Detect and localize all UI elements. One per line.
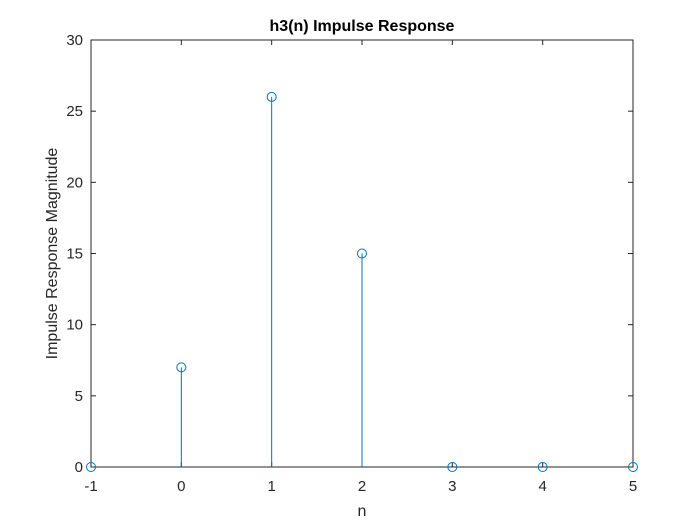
y-axis-label: Impulse Response Magnitude bbox=[44, 148, 61, 360]
chart-title: h3(n) Impulse Response bbox=[270, 18, 455, 35]
stem-marker bbox=[176, 362, 187, 373]
stem-point bbox=[86, 462, 96, 472]
x-tick-label: 4 bbox=[538, 478, 546, 495]
stem-series bbox=[86, 91, 638, 472]
stem-marker bbox=[447, 462, 458, 472]
stem-point bbox=[628, 462, 638, 472]
stem-point bbox=[266, 91, 277, 467]
x-tick-label: 1 bbox=[267, 478, 275, 495]
y-tick-label: 0 bbox=[75, 459, 83, 476]
y-tick-label: 15 bbox=[66, 246, 83, 263]
x-tick-label: 0 bbox=[177, 478, 185, 495]
y-tick-label: 10 bbox=[66, 317, 83, 334]
x-axis-label: n bbox=[358, 503, 367, 520]
y-tick-label: 30 bbox=[66, 32, 83, 49]
stem-point bbox=[447, 462, 458, 472]
y-tick-label: 5 bbox=[75, 388, 83, 405]
stem-marker bbox=[537, 462, 548, 472]
x-tick-label: 5 bbox=[629, 478, 637, 495]
stem-point bbox=[357, 248, 367, 467]
y-tick-label: 25 bbox=[66, 103, 83, 120]
x-tick-label: -1 bbox=[84, 478, 97, 495]
stem-marker bbox=[357, 248, 367, 259]
x-tick-label: 2 bbox=[358, 478, 366, 495]
stem-marker bbox=[266, 91, 277, 102]
stem-point bbox=[176, 362, 187, 467]
stem-marker bbox=[628, 462, 638, 472]
x-tick-label: 3 bbox=[448, 478, 456, 495]
stem-point bbox=[537, 462, 548, 472]
y-tick-label: 20 bbox=[66, 174, 83, 191]
stem-marker bbox=[86, 462, 96, 472]
